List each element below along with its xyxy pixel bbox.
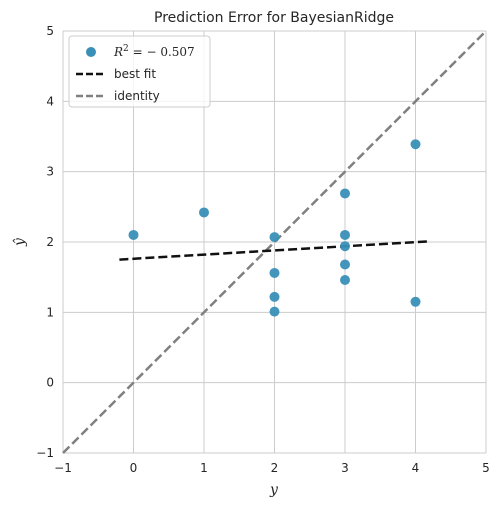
scatter-point — [128, 229, 139, 240]
scatter-point — [269, 306, 280, 317]
scatter-point — [340, 241, 350, 252]
scatter-point — [199, 207, 209, 218]
scatter-point — [269, 232, 280, 243]
y-tick-label: 4 — [46, 94, 54, 108]
identity-line — [62, 30, 487, 454]
legend: R2 = − 0.507 best fit identity — [68, 35, 211, 108]
x-tick-label: −1 — [54, 461, 72, 475]
scatter-point — [269, 267, 280, 278]
x-tick-label: 2 — [271, 461, 279, 475]
scatter-point — [269, 291, 280, 302]
scatter-point — [340, 259, 350, 270]
scatter-point — [410, 139, 421, 150]
x-tick-labels: −1 0 1 2 3 4 5 — [54, 461, 490, 475]
y-tick-label: 0 — [46, 376, 54, 390]
scatter-point — [340, 229, 350, 240]
x-tick-label: 5 — [482, 461, 490, 475]
y-tick-label: 3 — [46, 165, 54, 179]
legend-label-best-fit: best fit — [114, 67, 156, 81]
x-tick-label: 4 — [412, 461, 420, 475]
y-tick-label: −1 — [36, 446, 54, 460]
x-tick-label: 1 — [200, 461, 208, 475]
y-tick-label: 1 — [46, 305, 54, 319]
x-axis-label: y — [269, 482, 279, 498]
legend-marker-points — [86, 47, 96, 57]
y-tick-label: 2 — [46, 235, 54, 249]
scatter-points — [128, 139, 421, 317]
y-tick-labels: −1 0 1 2 3 4 5 — [36, 24, 54, 460]
x-tick-label: 0 — [130, 461, 138, 475]
legend-box — [68, 35, 211, 108]
legend-label-r2: R2 = − 0.507 — [113, 44, 195, 59]
scatter-point — [340, 188, 350, 199]
x-tick-label: 3 — [341, 461, 349, 475]
y-tick-label: 5 — [46, 24, 54, 38]
legend-label-identity: identity — [114, 89, 160, 103]
scatter-point — [340, 274, 350, 285]
scatter-point — [410, 296, 421, 307]
chart-title: Prediction Error for BayesianRidge — [154, 10, 394, 26]
identity-layer — [62, 30, 487, 454]
y-axis-label: ŷ — [11, 237, 28, 247]
